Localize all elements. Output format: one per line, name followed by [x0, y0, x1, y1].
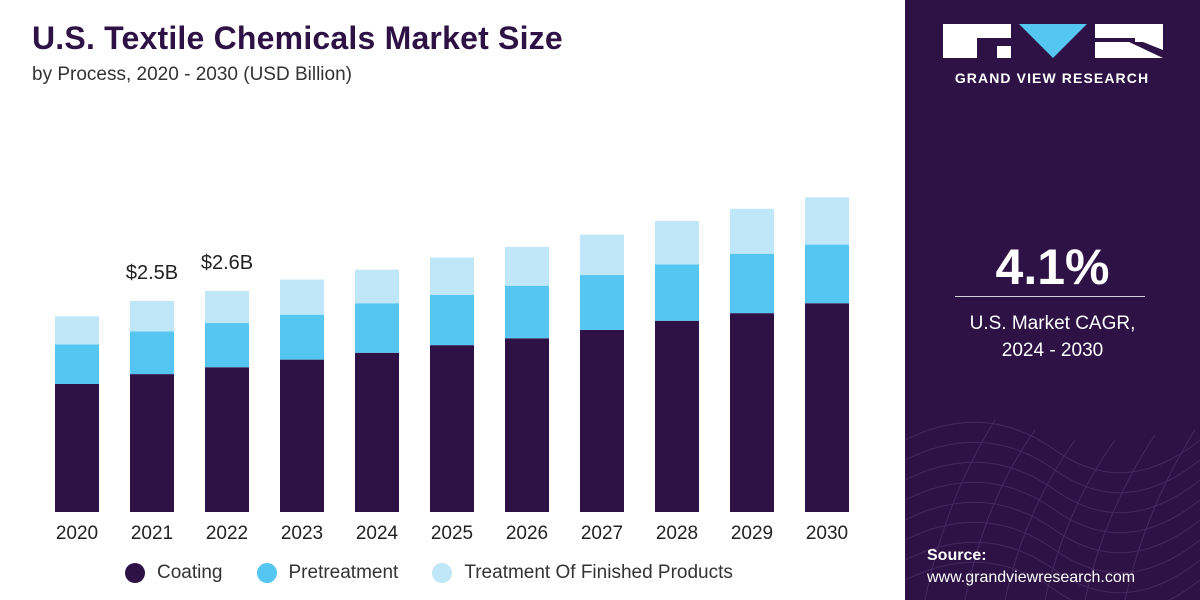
bar-pretreatment-2022: [205, 323, 249, 368]
cagr-label: U.S. Market CAGR, 2024 - 2030: [905, 310, 1200, 364]
chart-subtitle: by Process, 2020 - 2030 (USD Billion): [32, 64, 352, 85]
x-tick-label-2027: 2027: [581, 523, 623, 544]
bar-treatment-of-finished-products-2025: [430, 257, 474, 295]
x-tick-label-2021: 2021: [131, 523, 173, 544]
stacked-bar-chart: 2020 2021 2022 2023 2024 2025 2026 2027 2028 2029…: [55, 197, 849, 544]
bar-coating-2022: [205, 367, 249, 512]
x-tick-label-2023: 2023: [281, 523, 323, 544]
x-tick-label-2030: 2030: [806, 523, 848, 544]
brand-name: GRAND VIEW RESEARCH: [954, 70, 1150, 86]
source-title: Source:: [927, 547, 987, 564]
bar-pretreatment-2020: [55, 344, 99, 384]
legend-swatch-coating: [125, 563, 145, 583]
legend-item-coating: Coating: [125, 562, 223, 584]
bar-pretreatment-2030: [805, 244, 849, 304]
bar-coating-2028: [655, 320, 699, 512]
bar-pretreatment-2025: [430, 294, 474, 346]
legend-item-pretreatment: Pretreatment: [256, 562, 399, 584]
bar-coating-2023: [280, 359, 324, 512]
bar-coating-2029: [730, 313, 774, 512]
chart-title: U.S. Textile Chemicals Market Size: [32, 20, 563, 56]
cagr-label-line2: 2024 - 2030: [1001, 340, 1104, 361]
bar-coating-2027: [580, 329, 624, 512]
bar-pretreatment-2028: [655, 264, 699, 321]
bar-treatment-of-finished-products-2027: [580, 234, 624, 276]
data-label-2022: $2.6B: [201, 252, 253, 274]
source-url[interactable]: www.grandviewresearch.com: [927, 569, 1136, 586]
bar-treatment-of-finished-products-2020: [55, 316, 99, 345]
bar-treatment-of-finished-products-2023: [280, 279, 324, 315]
x-tick-label-2029: 2029: [731, 523, 773, 544]
cagr-divider: [955, 296, 1145, 297]
bar-treatment-of-finished-products-2026: [505, 246, 549, 286]
bar-coating-2024: [355, 352, 399, 512]
data-label-2021: $2.5B: [126, 262, 178, 284]
bar-pretreatment-2027: [580, 275, 624, 330]
bar-pretreatment-2029: [730, 253, 774, 314]
source-block: Source: www.grandviewresearch.com: [927, 545, 1135, 589]
legend-label-coating: Coating: [157, 562, 223, 583]
x-tick-label-2028: 2028: [656, 523, 698, 544]
bar-treatment-of-finished-products-2030: [805, 197, 849, 245]
bar-treatment-of-finished-products-2024: [355, 269, 399, 304]
bar-coating-2026: [505, 338, 549, 512]
gvr-logo-icon: [943, 24, 1163, 58]
cagr-label-line1: U.S. Market CAGR,: [969, 313, 1136, 334]
x-tick-label-2024: 2024: [356, 523, 399, 544]
bar-coating-2020: [55, 384, 99, 512]
bar-coating-2025: [430, 345, 474, 512]
bar-coating-2021: [130, 374, 174, 512]
bar-treatment-of-finished-products-2021: [130, 300, 174, 332]
legend-label-treatment: Treatment Of Finished Products: [464, 562, 733, 583]
legend-item-treatment: Treatment Of Finished Products: [432, 562, 733, 584]
chart-panel: U.S. Textile Chemicals Market Size by Pr…: [32, 20, 849, 584]
cagr-value: 4.1%: [995, 239, 1110, 295]
x-tick-label-2026: 2026: [506, 523, 548, 544]
bar-coating-2030: [805, 303, 849, 512]
chart-legend: Coating Pretreatment Treatment Of Finish…: [125, 562, 767, 584]
bar-pretreatment-2021: [130, 331, 174, 375]
x-tick-label-2025: 2025: [431, 523, 473, 544]
bar-pretreatment-2023: [280, 314, 324, 360]
bar-treatment-of-finished-products-2022: [205, 291, 249, 324]
x-tick-label-2022: 2022: [206, 523, 248, 544]
bar-pretreatment-2026: [505, 285, 549, 339]
bar-treatment-of-finished-products-2028: [655, 220, 699, 265]
legend-swatch-treatment: [432, 563, 453, 583]
bar-pretreatment-2024: [355, 303, 399, 353]
legend-label-pretreatment: Pretreatment: [288, 562, 399, 583]
brand-sidebar: GRAND VIEW RESEARCH 4.1% U.S. Market CAG…: [905, 0, 1200, 600]
wave-mesh-decoration: [905, 419, 1200, 600]
x-tick-label-2020: 2020: [56, 523, 98, 544]
bar-treatment-of-finished-products-2029: [730, 208, 774, 254]
legend-swatch-pretreatment: [256, 563, 277, 583]
